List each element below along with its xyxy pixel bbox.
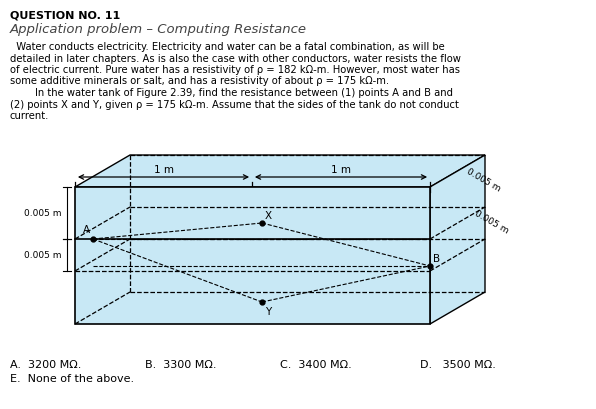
Text: B: B [433,254,440,263]
Text: of electric current. Pure water has a resistivity of ρ = 182 kΩ-m. However, most: of electric current. Pure water has a re… [10,65,460,75]
Text: A: A [83,225,90,234]
Text: 0.005 m: 0.005 m [23,251,61,260]
Text: 0.005 m: 0.005 m [23,209,61,218]
Text: Water conducts electricity. Electricity and water can be a fatal combination, as: Water conducts electricity. Electricity … [10,42,445,52]
Text: current.: current. [10,111,49,121]
Text: (2) points X and Y, given ρ = 175 kΩ-m. Assume that the sides of the tank do not: (2) points X and Y, given ρ = 175 kΩ-m. … [10,99,459,109]
Text: In the water tank of Figure 2.39, find the resistance between (1) points A and B: In the water tank of Figure 2.39, find t… [10,88,453,98]
Text: C.  3400 MΩ.: C. 3400 MΩ. [280,359,352,369]
Text: E.  None of the above.: E. None of the above. [10,373,134,383]
Text: 0.005 m: 0.005 m [473,208,511,235]
Text: 0.005 m: 0.005 m [465,166,502,193]
Text: B.  3300 MΩ.: B. 3300 MΩ. [145,359,216,369]
Polygon shape [75,155,485,188]
Text: QUESTION NO. 11: QUESTION NO. 11 [10,10,120,20]
Text: X: X [265,211,272,220]
Polygon shape [75,188,430,324]
Text: Application problem – Computing Resistance: Application problem – Computing Resistan… [10,23,307,36]
Text: A.  3200 MΩ.: A. 3200 MΩ. [10,359,82,369]
Text: detailed in later chapters. As is also the case with other conductors, water res: detailed in later chapters. As is also t… [10,53,461,63]
Text: 1 m: 1 m [331,164,351,175]
Polygon shape [430,155,485,324]
Text: some additive minerals or salt, and has a resistivity of about ρ = 175 kΩ-m.: some additive minerals or salt, and has … [10,76,389,86]
Text: 1 m: 1 m [154,164,173,175]
Text: Y: Y [265,306,271,316]
Text: D.   3500 MΩ.: D. 3500 MΩ. [420,359,496,369]
